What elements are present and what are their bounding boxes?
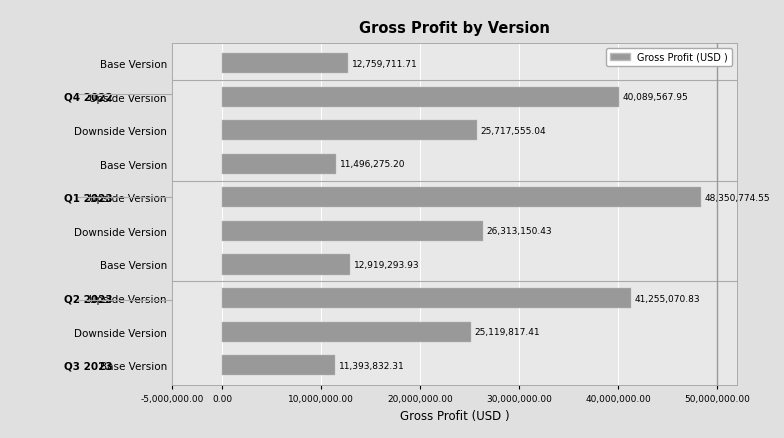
Bar xyxy=(222,221,483,241)
Text: Q4 2022: Q4 2022 xyxy=(64,92,113,102)
Text: 11,393,832.31: 11,393,832.31 xyxy=(339,361,405,370)
Text: 26,313,150.43: 26,313,150.43 xyxy=(487,227,552,236)
Text: 12,759,711.71: 12,759,711.71 xyxy=(352,60,418,68)
Bar xyxy=(222,188,701,208)
Bar xyxy=(222,54,348,74)
Legend: Gross Profit (USD ): Gross Profit (USD ) xyxy=(606,49,732,67)
Bar xyxy=(222,288,630,308)
Bar xyxy=(222,154,336,174)
Text: 48,350,774.55: 48,350,774.55 xyxy=(705,194,771,202)
Bar xyxy=(222,87,619,107)
Text: 25,717,555.04: 25,717,555.04 xyxy=(481,127,546,135)
Bar xyxy=(222,355,335,375)
Text: 11,496,275.20: 11,496,275.20 xyxy=(339,160,405,169)
Bar xyxy=(222,255,350,275)
Bar xyxy=(222,121,477,141)
Text: 12,919,293.93: 12,919,293.93 xyxy=(354,260,419,269)
Text: 40,089,567.95: 40,089,567.95 xyxy=(623,93,688,102)
Bar xyxy=(222,322,470,342)
Text: 41,255,070.83: 41,255,070.83 xyxy=(634,294,700,303)
Text: Q1 2023: Q1 2023 xyxy=(64,193,113,203)
Text: Q2 2023: Q2 2023 xyxy=(64,293,113,304)
Title: Gross Profit by Version: Gross Profit by Version xyxy=(359,21,550,36)
Text: 25,119,817.41: 25,119,817.41 xyxy=(475,327,540,336)
X-axis label: Gross Profit (USD ): Gross Profit (USD ) xyxy=(400,409,510,422)
Text: Q3 2023: Q3 2023 xyxy=(64,360,113,371)
